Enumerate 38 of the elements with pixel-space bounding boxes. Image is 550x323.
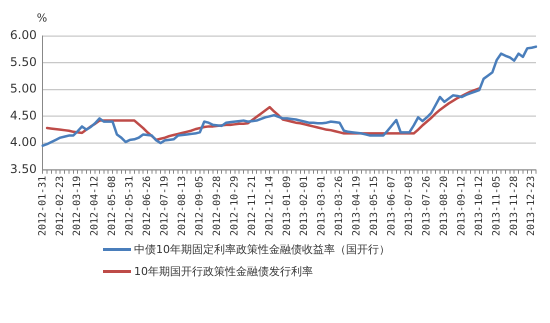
x-tick-label: 2012-11-21 (246, 176, 258, 236)
x-tick-label: 2013-09-12 (456, 176, 468, 236)
x-tick-label: 2013-07-26 (421, 176, 432, 236)
x-tick-label: 2013-10-12 (474, 176, 485, 236)
x-tick-label: 2012-02-23 (54, 176, 66, 236)
legend-label: 10年期国开行政策性金融债发行利率 (134, 264, 313, 278)
x-tick-label: 2013-12-23 (526, 176, 538, 236)
x-tick-label: 2013-03-26 (334, 176, 346, 236)
x-tick-label: 2013-01-09 (282, 176, 293, 236)
x-tick-label: 2012-05-31 (124, 176, 136, 236)
x-tick-label: 2013-11-05 (491, 176, 502, 236)
x-tick-label: 2013-06-07 (386, 176, 398, 236)
x-tick-label: 2013-02-01 (299, 176, 310, 236)
x-tick-label: 2012-09-28 (212, 176, 223, 236)
x-tick-label: 2012-01-31 (37, 176, 48, 236)
y-tick-label: 3.50 (10, 162, 37, 176)
y-tick-label: 4.00 (10, 135, 37, 150)
x-tick-label: 2012-05-08 (107, 176, 118, 236)
x-tick-label: 2013-04-19 (352, 176, 363, 236)
x-tick-label: 2013-08-20 (438, 176, 450, 236)
x-tick-label: 2012-10-29 (229, 176, 240, 236)
x-tick-label: 2012-09-05 (194, 176, 206, 236)
y-tick-label: 4.50 (10, 108, 37, 122)
x-tick-label: 2012-12-14 (264, 176, 276, 236)
x-tick-label: 2013-11-28 (508, 176, 520, 236)
x-tick-label: 2012-06-26 (142, 176, 154, 236)
x-tick-label: 2012-03-19 (72, 176, 84, 236)
y-axis-title: % (36, 11, 48, 24)
y-tick-label: 5.50 (10, 54, 37, 69)
x-tick-label: 2013-05-15 (369, 176, 380, 236)
x-tick-label: 2013-07-03 (404, 176, 415, 236)
x-tick-label: 2013-03-01 (316, 176, 328, 236)
x-tick-label: 2012-04-12 (90, 176, 101, 236)
x-tick-label: 2012-08-13 (177, 176, 188, 236)
legend-label: 中债10年期固定利率政策性金融债收益率（国开行） (134, 242, 390, 256)
y-tick-label: 5.00 (10, 82, 37, 96)
y-tick-label: 6.00 (10, 28, 37, 42)
x-tick-label: 2012-07-19 (160, 176, 171, 236)
